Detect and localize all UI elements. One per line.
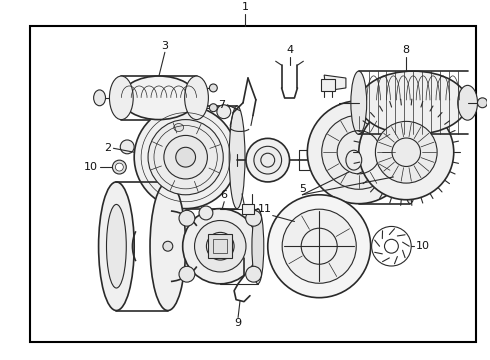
Circle shape — [246, 138, 290, 182]
Bar — [321, 79, 335, 91]
Ellipse shape — [174, 123, 184, 131]
Ellipse shape — [122, 76, 196, 120]
Circle shape — [245, 266, 262, 282]
Circle shape — [282, 209, 356, 283]
Circle shape — [375, 121, 437, 183]
Text: 1: 1 — [242, 2, 248, 12]
Bar — [30, 26, 475, 342]
Text: 4: 4 — [286, 45, 293, 55]
Circle shape — [120, 140, 134, 154]
Circle shape — [195, 221, 246, 272]
Bar — [208, 234, 232, 258]
Circle shape — [209, 84, 217, 92]
Circle shape — [385, 239, 398, 253]
Ellipse shape — [150, 182, 186, 311]
Circle shape — [163, 241, 173, 251]
Circle shape — [209, 104, 217, 112]
Text: 10: 10 — [84, 162, 98, 172]
Circle shape — [116, 163, 123, 171]
Polygon shape — [324, 75, 346, 91]
Text: 2: 2 — [104, 143, 111, 153]
Ellipse shape — [359, 71, 467, 134]
Circle shape — [183, 209, 258, 284]
Ellipse shape — [109, 76, 133, 120]
Text: 5: 5 — [299, 184, 306, 194]
Circle shape — [268, 195, 370, 298]
Ellipse shape — [477, 98, 488, 108]
Circle shape — [179, 210, 195, 226]
Ellipse shape — [106, 204, 126, 288]
Ellipse shape — [98, 182, 134, 311]
Bar — [242, 204, 254, 213]
Circle shape — [359, 105, 454, 200]
Ellipse shape — [458, 85, 477, 120]
Ellipse shape — [252, 209, 264, 284]
Text: 8: 8 — [403, 45, 410, 55]
Circle shape — [148, 120, 223, 195]
Ellipse shape — [185, 76, 208, 120]
Text: 11: 11 — [258, 203, 272, 213]
Circle shape — [322, 115, 396, 189]
Circle shape — [245, 210, 262, 226]
Ellipse shape — [346, 150, 362, 170]
Circle shape — [307, 101, 410, 204]
Text: 10: 10 — [416, 241, 430, 251]
Ellipse shape — [94, 90, 105, 106]
Circle shape — [199, 206, 213, 220]
Ellipse shape — [351, 71, 367, 134]
Circle shape — [254, 146, 282, 174]
Circle shape — [164, 135, 207, 179]
Ellipse shape — [402, 101, 418, 204]
Ellipse shape — [229, 106, 245, 209]
Text: 9: 9 — [235, 319, 242, 328]
Circle shape — [112, 160, 126, 174]
Circle shape — [134, 106, 237, 209]
Text: 7: 7 — [218, 100, 225, 110]
Circle shape — [179, 266, 195, 282]
Bar — [213, 239, 227, 253]
Text: 6: 6 — [220, 190, 228, 200]
Circle shape — [217, 105, 231, 119]
Text: 3: 3 — [161, 41, 169, 51]
Circle shape — [176, 147, 196, 167]
